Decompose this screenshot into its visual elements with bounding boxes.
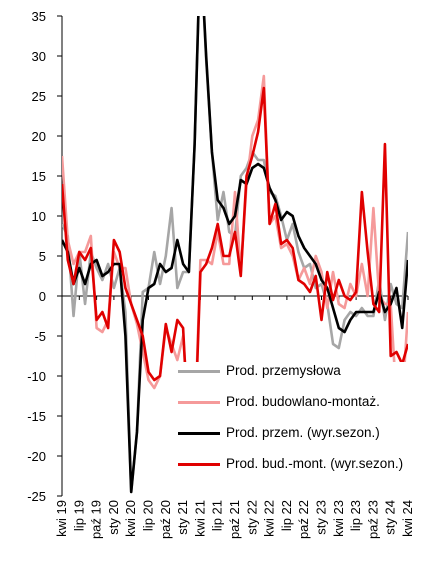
- legend-label: Prod. przem. (wyr.sezon.): [226, 425, 380, 440]
- x-tick-label: kwi 23: [331, 500, 346, 537]
- legend-swatch: [178, 370, 220, 373]
- y-tick-label: -5: [34, 329, 46, 344]
- y-tick-label: -25: [27, 489, 46, 504]
- legend-label: Prod. bud.-mont. (wyr.sezon.): [226, 456, 404, 471]
- legend-label: Prod. budowlano-montaż.: [226, 394, 380, 409]
- y-tick-label: 20: [32, 129, 46, 144]
- x-tick-label: kwi 20: [123, 500, 138, 537]
- x-tick-label: kwi 22: [262, 500, 277, 537]
- x-tick-label: sty 23: [314, 500, 329, 535]
- x-tick-label: lip 21: [210, 500, 225, 531]
- x-tick-label: lip 22: [279, 500, 294, 531]
- y-tick-label: 0: [39, 289, 46, 304]
- x-tick-label: sty 24: [383, 500, 398, 535]
- legend-item: Prod. przem. (wyr.sezon.): [178, 424, 436, 441]
- x-tick-label: sty 20: [106, 500, 121, 535]
- x-tick-label: kwi 19: [54, 500, 69, 537]
- y-tick-label: 25: [32, 89, 46, 104]
- legend: Prod. przemysłowa Prod. budowlano-montaż.…: [178, 362, 436, 486]
- y-tick-label: 15: [32, 169, 46, 184]
- x-tick-label: paź 22: [296, 500, 311, 539]
- legend-label: Prod. przemysłowa: [226, 363, 341, 378]
- legend-item: Prod. bud.-mont. (wyr.sezon.): [178, 455, 436, 472]
- y-tick-label: 30: [32, 49, 46, 64]
- y-tick-label: -20: [27, 449, 46, 464]
- x-tick-label: lip 20: [141, 500, 156, 531]
- x-tick-label: lip 19: [71, 500, 86, 531]
- x-tick-label: kwi 24: [400, 500, 415, 537]
- legend-swatch: [178, 401, 220, 404]
- y-tick-label: 5: [39, 249, 46, 264]
- legend-item: Prod. budowlano-montaż.: [178, 393, 436, 410]
- x-tick-label: paź 19: [89, 500, 104, 539]
- y-tick-label: 10: [32, 209, 46, 224]
- legend-item: Prod. przemysłowa: [178, 362, 436, 379]
- y-tick-label: 35: [32, 9, 46, 24]
- x-tick-label: paź 23: [365, 500, 380, 539]
- legend-swatch: [178, 463, 220, 466]
- x-tick-label: paź 20: [158, 500, 173, 539]
- x-tick-label: sty 21: [175, 500, 190, 535]
- x-tick-label: paź 21: [227, 500, 242, 539]
- plot: [62, 16, 408, 494]
- legend-swatch: [178, 432, 220, 435]
- series-line: [62, 86, 408, 442]
- series-line: [62, 16, 408, 494]
- y-tick-label: -10: [27, 369, 46, 384]
- x-tick-label: sty 22: [244, 500, 259, 535]
- y-tick-label: -15: [27, 409, 46, 424]
- x-tick-label: kwi 21: [192, 500, 207, 537]
- x-tick-label: lip 23: [348, 500, 363, 531]
